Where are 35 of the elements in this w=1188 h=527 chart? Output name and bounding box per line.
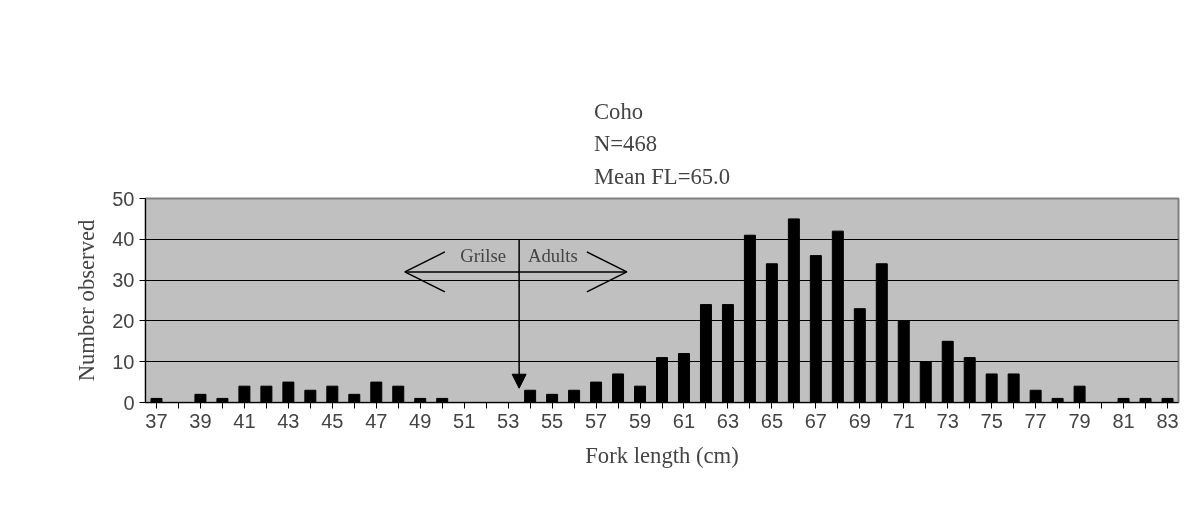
x-tick-label: 53 xyxy=(497,409,520,432)
x-tick-label: 67 xyxy=(804,409,827,432)
y-tick-label: 0 xyxy=(123,391,135,414)
x-tick-label: 77 xyxy=(1024,409,1047,432)
x-tick-label: 43 xyxy=(277,409,300,432)
x-tick-label: 39 xyxy=(189,409,212,432)
x-tick-label: 59 xyxy=(628,409,652,432)
x-axis-title: Fork length (cm) xyxy=(585,442,739,468)
x-tick-label: 71 xyxy=(892,409,915,432)
x-tick-label: 83 xyxy=(1156,409,1179,432)
x-tick-label: 73 xyxy=(936,409,959,432)
y-tick-label: 10 xyxy=(112,350,135,373)
y-tick-label: 20 xyxy=(112,309,135,332)
annotation: Adults xyxy=(527,244,578,266)
x-tick-label: 81 xyxy=(1112,409,1135,432)
x-tick-label: 61 xyxy=(672,409,696,432)
x-tick-label: 51 xyxy=(453,409,476,432)
x-tick-label: 65 xyxy=(760,409,784,432)
y-tick-label: 50 xyxy=(112,187,135,210)
x-tick-label: 45 xyxy=(321,409,344,432)
x-tick-label: 63 xyxy=(716,409,740,432)
x-tick-label: 41 xyxy=(233,409,256,432)
x-tick-label: 75 xyxy=(980,409,1003,432)
x-tick-label: 55 xyxy=(540,409,564,432)
annotation: Grilse xyxy=(460,244,506,266)
y-tick-label: 30 xyxy=(112,269,135,292)
x-tick-label: 57 xyxy=(584,409,608,432)
x-tick-label: 47 xyxy=(365,409,388,432)
x-tick-label: 79 xyxy=(1068,409,1091,432)
x-tick-label: 69 xyxy=(848,409,871,432)
y-axis-title: Number observed xyxy=(74,218,100,382)
x-tick-label: 37 xyxy=(145,409,168,432)
x-tick-label: 49 xyxy=(409,409,432,432)
chart-title: Coho N=468 Mean FL=65.0 xyxy=(593,98,731,189)
y-tick-label: 40 xyxy=(112,228,135,251)
